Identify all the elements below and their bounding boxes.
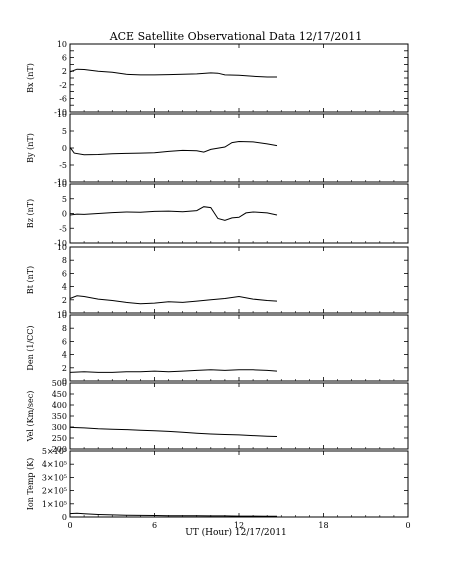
- y-axis-label: Bt (nT): [26, 266, 35, 294]
- y-tick-label: 450: [52, 390, 67, 399]
- series-line: [69, 512, 277, 517]
- x-tick-label: 0: [405, 521, 410, 530]
- y-tick-label: 10: [57, 40, 67, 49]
- y-tick-label: -10: [54, 108, 67, 117]
- panel-7: 5×10⁵ 4×10⁵ 3×10⁵ 2×10⁵ 1×10⁵ 0 Ion Temp (K): [26, 447, 409, 522]
- panel-frame: [69, 382, 409, 450]
- y-tick-label: 300: [52, 423, 67, 432]
- y-tick-label: -5: [59, 161, 67, 170]
- y-tick-label: 200: [52, 445, 67, 454]
- y-tick-label: 4: [62, 283, 67, 292]
- series-line: [69, 369, 278, 373]
- y-tick-label: 0: [62, 513, 67, 522]
- figure-title: ACE Satellite Observational Data 12/17/2…: [109, 30, 363, 43]
- y-tick-label: 0: [62, 144, 67, 153]
- x-tick-label: 12: [234, 521, 244, 530]
- panel-frame: [69, 43, 409, 113]
- y-tick-label: 2×10⁵: [42, 487, 67, 496]
- series-line: [69, 206, 278, 221]
- y-tick-label: 6: [62, 269, 67, 278]
- x-tick-label: 0: [67, 521, 72, 530]
- panel-3: 10 5 0 -5 -10 Bz (nT): [26, 180, 409, 248]
- y-tick-label: 1×10⁵: [42, 500, 67, 509]
- y-tick-label: 4×10⁵: [42, 460, 67, 469]
- panel-2: 10 5 0 -5 -10 By (nT): [26, 110, 409, 187]
- y-axis-label: Vel (Km/sec): [26, 391, 35, 443]
- y-axis-label: Ion Temp (K): [26, 458, 35, 511]
- y-tick-label: 400: [52, 401, 67, 410]
- y-tick-label: 6: [62, 54, 67, 63]
- y-tick-label: 2: [62, 296, 67, 305]
- y-tick-label: 0: [62, 309, 67, 318]
- y-axis-label: Den (1/CC): [26, 325, 35, 370]
- y-tick-label: 8: [62, 256, 67, 265]
- panels-container: 10 6 2 -2 -6 -10 Bx (nT) 10 5 0 -5 -10 By (nT) 10 5 0 -5…: [26, 40, 409, 522]
- y-tick-label: 10: [57, 180, 67, 189]
- y-tick-label: 0: [62, 210, 67, 219]
- y-tick-label: 0: [62, 377, 67, 386]
- x-axis: 0 6 12 18 0: [67, 521, 410, 530]
- y-tick-label: 10: [57, 311, 67, 320]
- panel-frame: [69, 246, 409, 314]
- y-tick-label: 10: [57, 110, 67, 119]
- panel-frame: [69, 450, 409, 518]
- y-tick-label: 5: [62, 195, 67, 204]
- panel-5: 10 8 6 4 2 0 Den (1/CC): [26, 311, 409, 386]
- panel-6: 500 450 400 350 300 250 200 Vel (Km/sec): [26, 379, 409, 454]
- y-tick-label: 5: [62, 127, 67, 136]
- y-tick-label: 2: [62, 364, 67, 373]
- y-tick-label: 10: [57, 243, 67, 252]
- panel-frame: [69, 314, 409, 382]
- panel-1: 10 6 2 -2 -6 -10 Bx (nT): [26, 40, 409, 117]
- series-line: [69, 140, 278, 156]
- series-line: [69, 426, 278, 437]
- y-tick-label: -2: [59, 81, 67, 90]
- y-tick-label: 4: [62, 351, 67, 360]
- panel-frame: [69, 183, 409, 244]
- series-line: [69, 295, 278, 305]
- x-tick-label: 18: [318, 521, 328, 530]
- y-axis-label: Bz (nT): [26, 199, 35, 228]
- x-tick-label: 6: [152, 521, 157, 530]
- y-tick-label: -6: [59, 94, 67, 103]
- y-tick-label: 350: [52, 412, 67, 421]
- y-tick-label: -5: [59, 224, 67, 233]
- y-tick-label: 500: [52, 379, 67, 388]
- panel-4: 10 8 6 4 2 0 Bt (nT): [26, 243, 409, 318]
- y-tick-label: 3×10⁵: [42, 473, 67, 482]
- y-axis-label: Bx (nT): [26, 63, 35, 93]
- y-axis-label: By (nT): [26, 133, 35, 163]
- y-tick-label: 2: [62, 67, 67, 76]
- panel-frame: [69, 113, 409, 183]
- y-tick-label: 6: [62, 337, 67, 346]
- x-axis-label: UT (Hour) 12/17/2011: [185, 527, 287, 538]
- y-tick-label: 5×10⁵: [42, 447, 67, 456]
- y-tick-label: 250: [52, 434, 67, 443]
- series-line: [69, 68, 277, 78]
- y-tick-label: -10: [54, 239, 67, 248]
- y-tick-label: -10: [54, 178, 67, 187]
- y-tick-label: 8: [62, 324, 67, 333]
